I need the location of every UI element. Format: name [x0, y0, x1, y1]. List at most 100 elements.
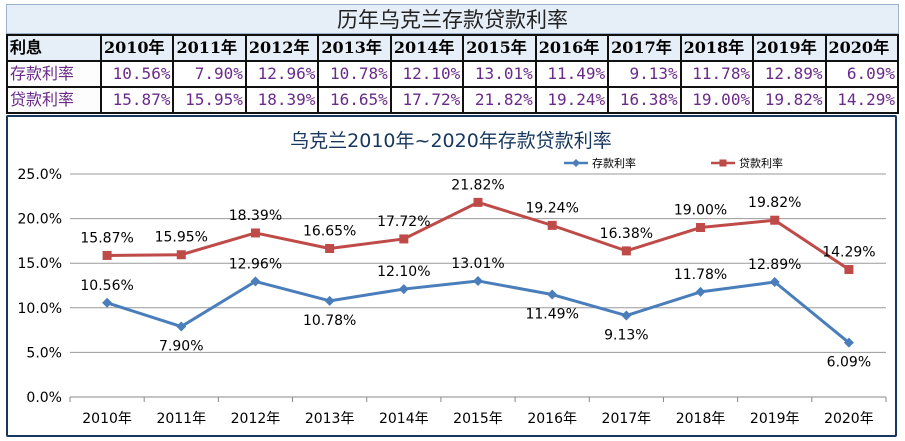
- legend-marker-deposit: [572, 159, 580, 167]
- rate-cell: 15.95%: [172, 86, 247, 114]
- chart-title: 乌克兰2010年~2020年存款贷款利率: [290, 130, 612, 152]
- data-label: 6.09%: [827, 355, 871, 371]
- x-tick-label: 2017年: [602, 411, 652, 427]
- data-point-deposit: [547, 289, 558, 300]
- year-header-cell: 2019年: [752, 34, 827, 62]
- year-header-cell: 2014年: [389, 34, 465, 62]
- year-header-cell: 2015年: [462, 34, 537, 62]
- data-label: 7.90%: [159, 339, 203, 355]
- rate-cell: 12.96%: [244, 60, 320, 88]
- x-tick-label: 2015年: [453, 411, 503, 427]
- data-point-deposit: [398, 284, 409, 295]
- rate-cell: 17.72%: [389, 86, 465, 114]
- year-header-cell: 2012年: [244, 34, 320, 62]
- rate-cell: 19.00%: [679, 86, 755, 114]
- data-label: 12.89%: [748, 257, 801, 273]
- rates-table: 利息 2010年 2011年 2012年 2013年 2014年 2015年 2…: [6, 34, 900, 114]
- rate-cell: 7.90%: [172, 60, 247, 88]
- data-point-loan: [621, 246, 631, 256]
- data-label: 19.00%: [674, 203, 727, 219]
- x-tick-label: 2010年: [82, 411, 132, 427]
- year-header-cell: 2011年: [172, 34, 247, 62]
- rate-cell: 21.82%: [462, 86, 537, 114]
- data-point-loan: [325, 243, 335, 253]
- data-label: 9.13%: [604, 328, 648, 344]
- loan-rate-row: 贷款利率 15.87% 15.95% 18.39% 16.65% 17.72% …: [6, 86, 900, 114]
- rate-cell: 11.78%: [679, 60, 755, 88]
- data-point-loan: [770, 215, 780, 225]
- rate-cell: 12.89%: [752, 60, 827, 88]
- data-label: 18.39%: [229, 208, 282, 224]
- deposit-rate-row: 存款利率 10.56% 7.90% 12.96% 10.78% 12.10% 1…: [6, 60, 900, 88]
- data-point-loan: [844, 265, 854, 275]
- x-tick-label: 2020年: [824, 411, 874, 427]
- year-header-cell: 2013年: [317, 34, 392, 62]
- rates-table-section: 历年乌克兰存款贷款利率 利息 2010年 2011年 2012年 2013年 2…: [6, 4, 900, 114]
- data-label: 16.65%: [303, 223, 356, 239]
- x-tick-label: 2012年: [231, 411, 281, 427]
- data-point-loan: [176, 250, 186, 260]
- data-label: 12.96%: [229, 256, 282, 272]
- y-tick-label: 15.0%: [18, 256, 62, 272]
- table-title: 历年乌克兰存款贷款利率: [6, 4, 899, 34]
- rate-cell: 16.38%: [607, 86, 682, 114]
- x-tick-label: 2014年: [379, 411, 429, 427]
- data-label: 10.78%: [303, 313, 356, 329]
- year-header-cell: 2020年: [824, 34, 900, 62]
- rate-cell: 15.87%: [99, 86, 175, 114]
- data-point-deposit: [695, 286, 706, 297]
- data-point-deposit: [324, 295, 335, 306]
- data-point-deposit: [769, 277, 780, 288]
- y-tick-label: 5.0%: [26, 345, 62, 361]
- data-label: 19.24%: [525, 200, 578, 216]
- data-label: 14.29%: [822, 245, 875, 261]
- rate-cell: 14.29%: [824, 86, 900, 114]
- rate-cell: 6.09%: [824, 60, 900, 88]
- data-point-deposit: [250, 276, 261, 287]
- rate-cell: 13.01%: [462, 60, 537, 88]
- x-tick-label: 2016年: [527, 411, 577, 427]
- data-label: 10.56%: [80, 278, 133, 294]
- data-label: 11.49%: [525, 307, 578, 323]
- data-point-loan: [547, 220, 557, 230]
- data-point-deposit: [621, 310, 632, 321]
- data-point-loan: [696, 223, 706, 233]
- legend-marker-loan: [719, 159, 727, 167]
- data-point-deposit: [843, 337, 854, 348]
- legend-label: 存款利率: [592, 156, 636, 170]
- data-point-deposit: [102, 297, 113, 308]
- rate-cell: 16.65%: [317, 86, 392, 114]
- data-point-loan: [399, 234, 409, 244]
- legend-label: 贷款利率: [739, 156, 783, 170]
- data-point-loan: [473, 197, 483, 207]
- data-label: 11.78%: [674, 267, 727, 283]
- year-header-cell: 2010年: [99, 34, 175, 62]
- x-tick-label: 2011年: [156, 411, 206, 427]
- y-tick-label: 25.0%: [18, 167, 62, 183]
- rate-cell: 10.78%: [317, 60, 392, 88]
- data-point-loan: [102, 250, 112, 260]
- y-tick-label: 20.0%: [18, 212, 62, 228]
- data-label: 16.38%: [600, 226, 653, 242]
- x-tick-label: 2019年: [750, 411, 800, 427]
- data-label: 13.01%: [451, 256, 504, 272]
- data-label: 12.10%: [377, 264, 430, 280]
- year-header-cell: 2016年: [534, 34, 610, 62]
- chart-panel: 乌克兰2010年~2020年存款贷款利率 0.0% 5.0% 10.0% 15.0% 20…: [6, 115, 897, 437]
- data-label: 19.82%: [748, 195, 801, 211]
- line-chart: 乌克兰2010年~2020年存款贷款利率 0.0% 5.0% 10.0% 15.0% 20…: [18, 130, 887, 427]
- y-tick-label: 0.0%: [26, 390, 62, 406]
- table-corner-cell: 利息: [6, 34, 102, 62]
- data-label: 21.82%: [451, 177, 504, 193]
- rate-cell: 19.24%: [534, 86, 610, 114]
- x-tick-label: 2018年: [676, 411, 726, 427]
- rate-cell: 18.39%: [244, 86, 320, 114]
- rate-cell: 19.82%: [752, 86, 827, 114]
- data-label: 15.87%: [80, 230, 133, 246]
- rate-cell: 11.49%: [534, 60, 610, 88]
- row-label: 贷款利率: [6, 86, 102, 114]
- y-tick-label: 10.0%: [18, 301, 62, 317]
- rate-cell: 10.56%: [99, 60, 175, 88]
- series-line-deposit: [106, 279, 850, 344]
- data-label: 15.95%: [155, 230, 208, 246]
